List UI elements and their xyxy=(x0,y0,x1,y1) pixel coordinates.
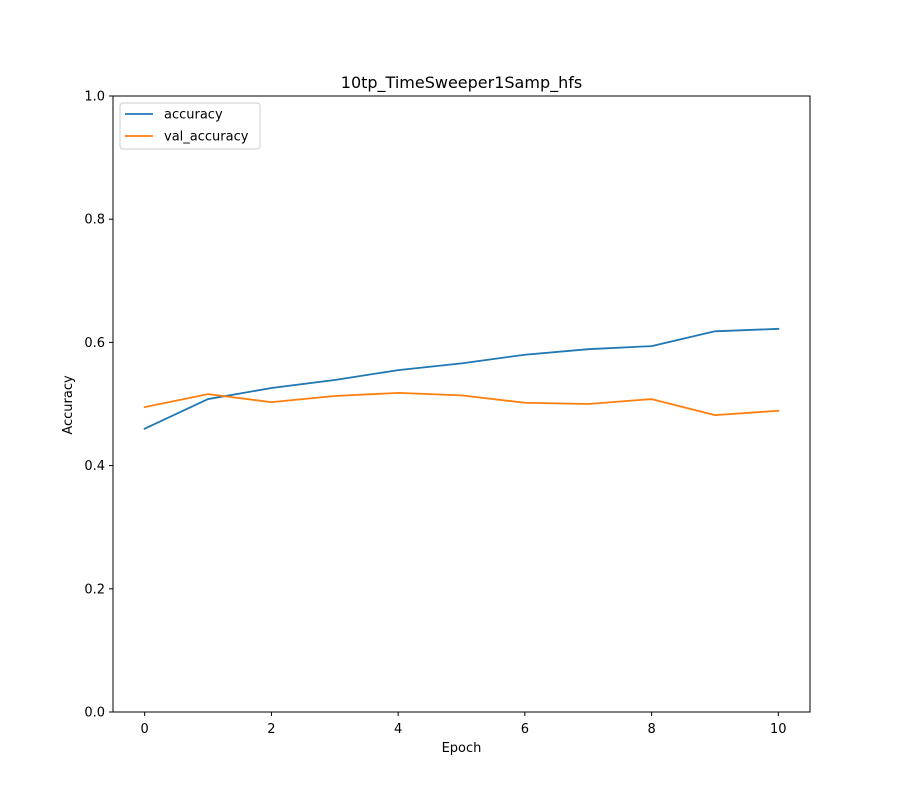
y-tick-label: 0.0 xyxy=(84,706,105,721)
y-axis-label: Accuracy xyxy=(61,375,76,435)
y-tick-label: 0.8 xyxy=(84,213,105,228)
x-tick-label: 10 xyxy=(770,722,787,737)
chart-title: 10tp_TimeSweeper1Samp_hfs xyxy=(341,73,582,93)
x-tick-label: 6 xyxy=(521,722,529,737)
y-tick-label: 1.0 xyxy=(84,90,105,105)
x-tick-label: 4 xyxy=(394,722,402,737)
x-axis-label: Epoch xyxy=(442,741,482,756)
legend-box xyxy=(119,102,261,150)
y-tick-label: 0.2 xyxy=(84,582,105,597)
y-tick-label: 0.6 xyxy=(84,336,105,351)
x-tick-label: 0 xyxy=(141,722,149,737)
legend: accuracy val_accuracy xyxy=(119,102,261,150)
x-tick-label: 2 xyxy=(267,722,275,737)
legend-label-val-accuracy: val_accuracy xyxy=(164,130,249,145)
x-tick-label: 8 xyxy=(647,722,655,737)
legend-label-accuracy: accuracy xyxy=(164,108,223,123)
series-line-val-accuracy xyxy=(143,392,780,416)
series-line-accuracy xyxy=(143,327,780,430)
plot-area: 0 2 4 6 8 10 0.0 0.2 0.4 0.6 0.8 1.0 xyxy=(84,90,811,737)
axes-frame xyxy=(112,95,811,713)
y-tick-label: 0.4 xyxy=(84,459,105,474)
